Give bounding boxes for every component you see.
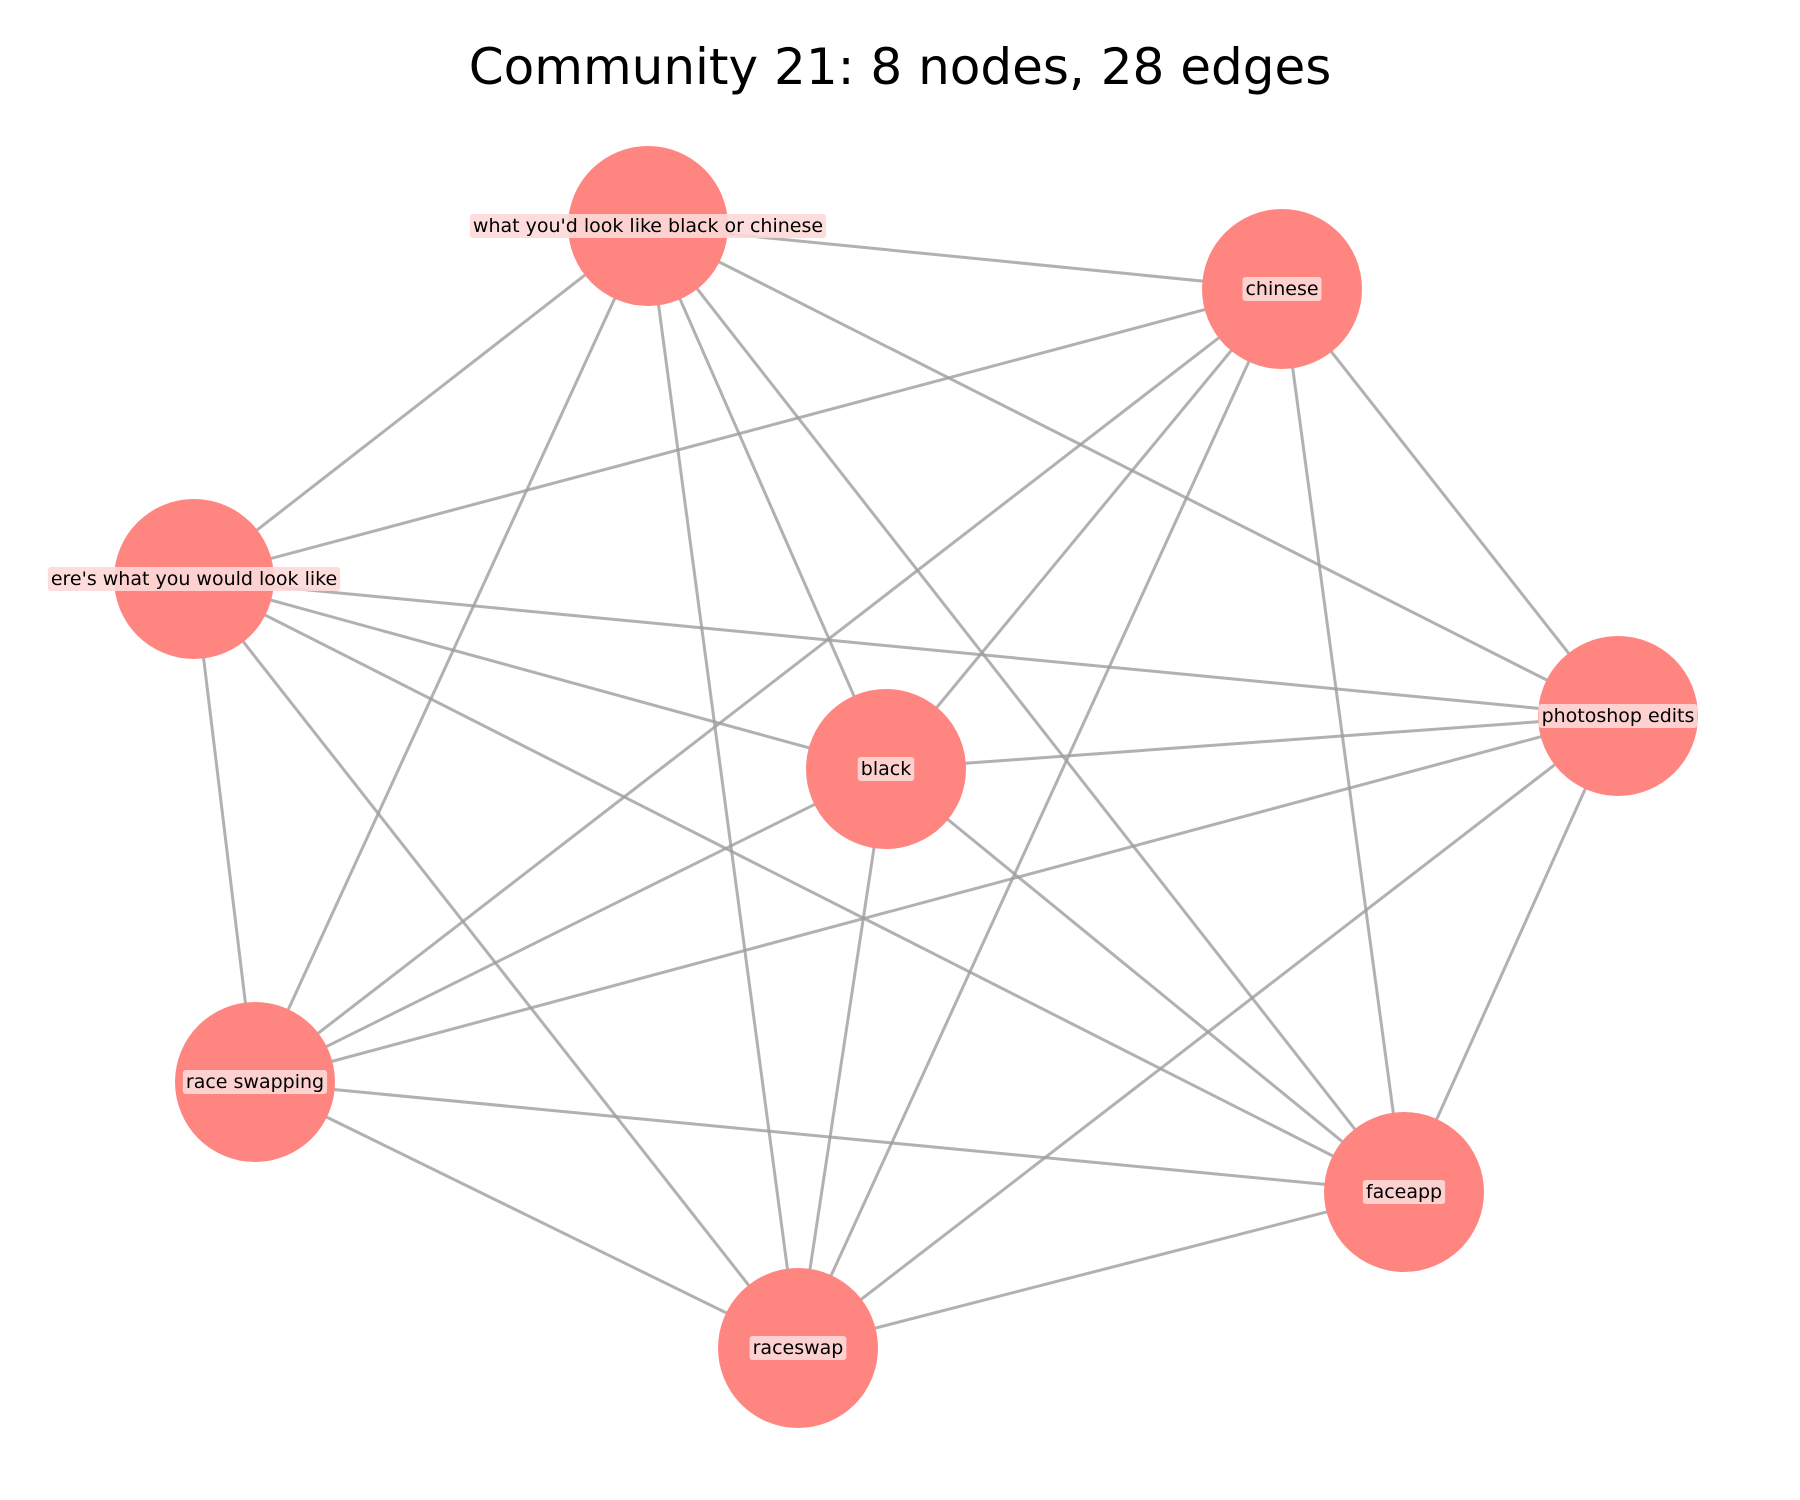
graph-edge <box>797 1190 1405 1350</box>
node-label-background <box>1242 277 1322 301</box>
node-label-group: what you'd look like black or chinese <box>469 214 827 238</box>
nodes-layer <box>114 146 1698 1428</box>
graph-edge <box>885 767 1405 1194</box>
node-label-group: raceswap <box>749 1336 847 1360</box>
node-label: ere's what you would look like <box>51 568 337 590</box>
node-label-background <box>857 757 915 781</box>
graph-edge <box>254 767 887 1084</box>
node-label-background <box>469 214 827 238</box>
edges-layer <box>192 224 1620 1350</box>
node-label-group: photoshop edits <box>1538 704 1698 728</box>
node-label-background <box>182 1070 328 1094</box>
labels-layer: what you'd look like black or chinese chi… <box>47 214 1698 1360</box>
graph-edge <box>193 577 1619 718</box>
node-label-group: ere's what you would look like <box>47 567 341 591</box>
node-label: what you'd look like black or chinese <box>473 215 823 237</box>
graph-edge <box>193 577 887 771</box>
diagram-title: Community 21: 8 nodes, 28 edges <box>468 38 1332 96</box>
node-label-background <box>749 1336 847 1360</box>
graph-edge <box>254 287 1283 1084</box>
graph-edge <box>193 287 1283 581</box>
graph-edge <box>192 578 257 1083</box>
node-label-background <box>47 567 341 591</box>
graph-edge <box>193 224 649 581</box>
node-label: black <box>861 758 911 780</box>
graph-edge <box>254 1080 799 1350</box>
graph-edge <box>884 288 1284 770</box>
graph-edge <box>254 1080 1405 1194</box>
node-label: faceapp <box>1366 1181 1442 1203</box>
node-label: photoshop edits <box>1542 705 1695 727</box>
graph-edge <box>796 288 1284 1349</box>
graph-edge <box>1280 288 1620 717</box>
graph-edge <box>885 714 1619 771</box>
node-label: chinese <box>1245 278 1318 300</box>
node-label: race swapping <box>186 1071 324 1093</box>
node-label-background <box>1538 704 1698 728</box>
node-label: raceswap <box>753 1337 844 1359</box>
node-label-group: black <box>857 757 915 781</box>
graph-edge <box>253 225 650 1083</box>
graph-edge <box>646 225 888 770</box>
graph-edge <box>796 768 888 1349</box>
graph-edge <box>646 225 1406 1193</box>
graph-edge <box>1280 288 1406 1193</box>
graph-edge <box>1402 715 1620 1193</box>
node-label-group: race swapping <box>182 1070 328 1094</box>
node-label-group: chinese <box>1242 277 1322 301</box>
node-label-background <box>1362 1180 1446 1204</box>
graph-edge <box>646 225 800 1349</box>
graph-edge <box>193 577 1405 1194</box>
graph-edge <box>254 714 1619 1084</box>
node-label-group: faceapp <box>1362 1180 1446 1204</box>
